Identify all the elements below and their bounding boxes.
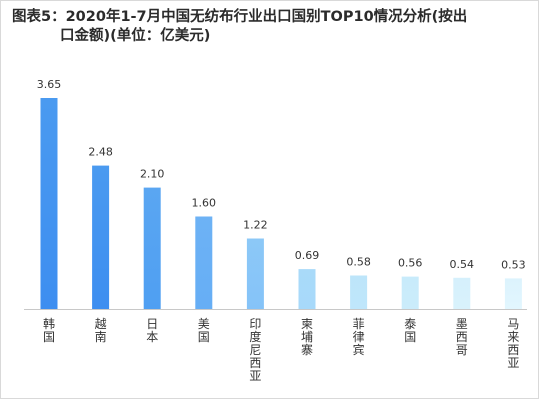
category-label-4: 印度尼西亚 (249, 317, 261, 383)
value-label-5: 0.69 (295, 249, 320, 262)
category-label-1: 越南 (95, 317, 107, 344)
value-label-2: 2.10 (140, 168, 165, 181)
category-label-0: 韩国 (43, 316, 55, 344)
value-label-0: 3.65 (37, 78, 62, 91)
chart-title: 图表5：2020年1-7月中国无纺布行业出口国别TOP10情况分析(按出 口金额… (12, 8, 532, 46)
chart-title-line1: 图表5：2020年1-7月中国无纺布行业出口国别TOP10情况分析(按出 (12, 9, 468, 25)
bar-2 (143, 187, 161, 309)
category-label-6: 菲律宾 (353, 317, 365, 357)
bar-1 (92, 165, 110, 309)
value-label-7: 0.56 (398, 257, 423, 270)
category-label-8: 墨西哥 (456, 317, 468, 357)
category-label-7: 泰国 (404, 317, 416, 344)
bar-0 (40, 98, 58, 309)
bars-group (40, 98, 522, 309)
category-labels-group: 韩国 越南 日本 美国 印度尼西亚 柬埔寨 菲律宾 泰国 墨西哥 马来西亚 (43, 316, 519, 383)
bar-7 (401, 276, 419, 309)
bar-4 (246, 238, 264, 309)
value-label-3: 1.60 (192, 197, 217, 210)
value-labels-group: 3.65 2.48 2.10 1.60 1.22 0.69 0.58 0.56 0.54 0.53 (37, 78, 526, 271)
value-label-4: 1.22 (243, 219, 268, 232)
value-label-1: 2.48 (88, 146, 113, 159)
category-label-3: 美国 (198, 317, 210, 344)
bar-9 (504, 278, 522, 309)
value-label-6: 0.58 (346, 256, 371, 269)
category-label-2: 日本 (146, 317, 158, 344)
category-label-9: 马来西亚 (507, 317, 519, 370)
bar-3 (195, 216, 213, 309)
bar-6 (350, 275, 368, 309)
value-label-9: 0.53 (501, 258, 526, 271)
bar-5 (298, 269, 316, 309)
chart-title-line2: 口金额)(单位：亿美元) (60, 28, 211, 44)
bar-8 (453, 277, 471, 309)
value-label-8: 0.54 (450, 258, 475, 271)
category-label-5: 柬埔寨 (301, 317, 313, 357)
